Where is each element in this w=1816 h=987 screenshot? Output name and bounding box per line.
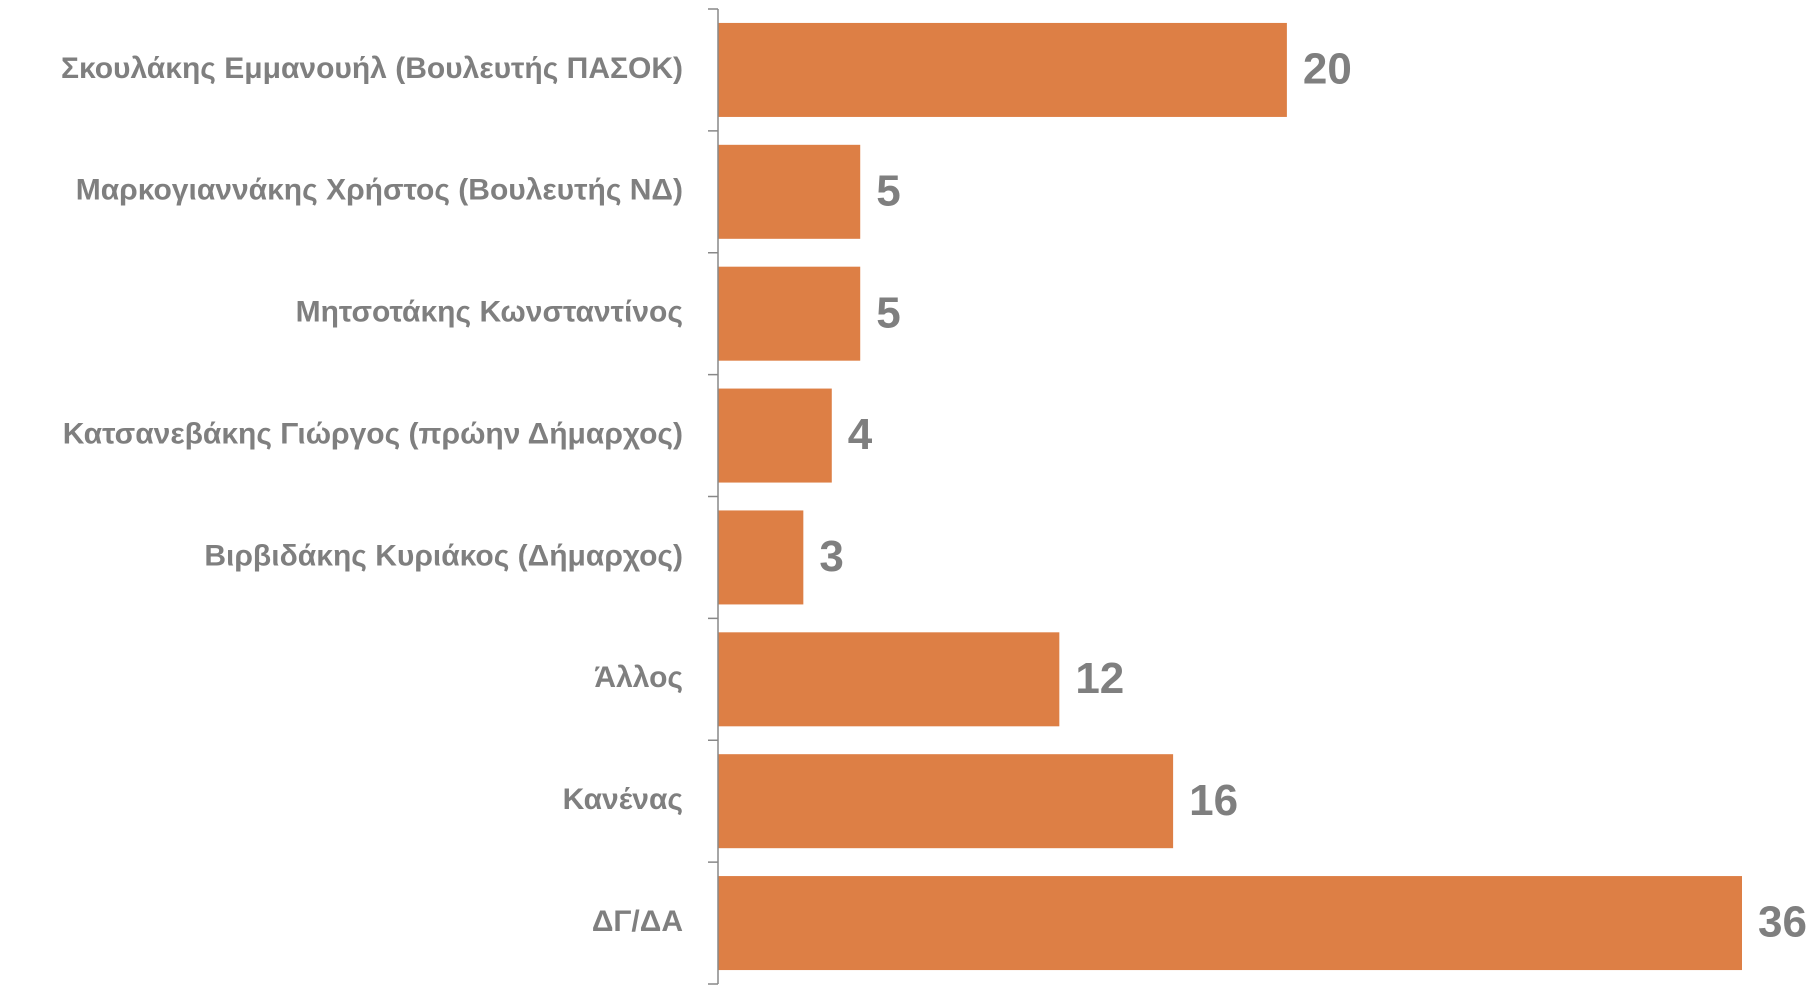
value-label: 3	[819, 532, 843, 581]
bar	[718, 510, 804, 605]
bar	[718, 22, 1287, 117]
bar	[718, 144, 861, 239]
category-label: Άλλος	[594, 661, 683, 694]
category-label: Μαρκογιαννάκης Χρήστος (Βουλευτής ΝΔ)	[76, 174, 683, 207]
category-label: Βιρβιδάκης Κυριάκος (Δήμαρχος)	[204, 539, 683, 572]
category-label: Σκουλάκης Εμμανουήλ (Βουλευτής ΠΑΣΟΚ)	[61, 52, 683, 85]
bar	[718, 754, 1174, 849]
value-label: 5	[876, 288, 900, 337]
value-label: 5	[876, 166, 900, 215]
bar	[718, 388, 832, 483]
category-label: ΔΓ/ΔΑ	[592, 905, 683, 938]
value-label: 20	[1303, 45, 1352, 94]
value-label: 16	[1189, 776, 1238, 825]
bar	[718, 876, 1742, 971]
value-label: 4	[848, 410, 873, 459]
bar	[718, 632, 1060, 727]
value-label: 12	[1075, 654, 1124, 703]
value-label: 36	[1758, 898, 1807, 947]
bar	[718, 266, 861, 361]
category-label: Κατσανεβάκης Γιώργος (πρώην Δήμαρχος)	[63, 417, 683, 450]
category-label: Μητσοτάκης Κωνσταντίνος	[296, 296, 683, 329]
category-label: Κανένας	[563, 783, 683, 816]
